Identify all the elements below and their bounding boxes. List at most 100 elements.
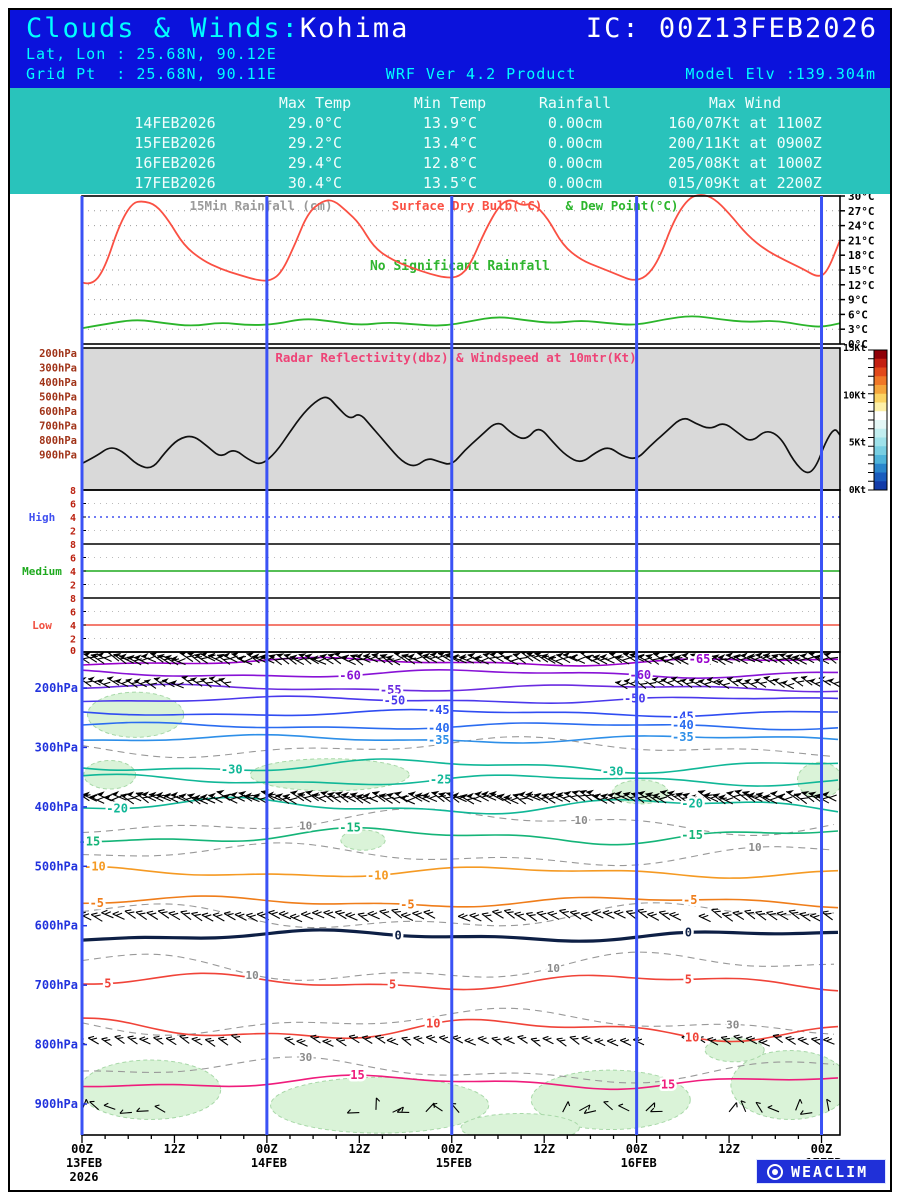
- cloud-tick-label: 8: [70, 486, 76, 497]
- kt-tick-label: 5Kt: [849, 438, 866, 449]
- contour--5: [82, 895, 839, 909]
- windspeed-colorbar: 15Kt 10Kt 5Kt 0Kt: [843, 343, 888, 496]
- contour-label: -45: [428, 703, 450, 717]
- temp-axis-tick-label: 9°C: [848, 294, 868, 307]
- date-label: 13FEB: [66, 1156, 102, 1170]
- pressure-axis-label: 900hPa: [35, 1097, 78, 1111]
- lat-lon: Lat, Lon : 25.68N, 90.12E: [26, 45, 277, 63]
- table-cell: [10, 93, 95, 113]
- rh-contour-label: 10: [245, 969, 258, 982]
- cloud-tick-label: 4: [70, 513, 76, 524]
- contour-label: 0: [685, 925, 692, 939]
- table-row: 17FEB2026 30.4°C 13.5°C 0.00cm 015/09Kt at 2…: [10, 173, 890, 193]
- table-cell: 16FEB2026: [134, 154, 216, 172]
- contour-5: [82, 972, 839, 992]
- legend-dew-point: & Dew Point(°C): [566, 198, 679, 213]
- temp-axis-tick-label: 21°C: [848, 234, 875, 247]
- contour-label: -30: [221, 763, 243, 777]
- contour-label: 5: [685, 972, 692, 986]
- cloud-section-label: High: [29, 511, 56, 524]
- contour-label: 10: [685, 1030, 699, 1044]
- contour-label: -5: [90, 896, 104, 910]
- table-cell: 30.4°C: [287, 174, 343, 192]
- time-tick-label: 12Z: [718, 1142, 740, 1156]
- table-cell: 160/07Kt at 1100Z: [668, 114, 822, 132]
- contour-label: -35: [672, 730, 694, 744]
- contour-label: -45: [672, 710, 694, 724]
- annotation-no-rainfall: No Significant Rainfall: [370, 259, 550, 274]
- page-title: Clouds & Winds:Kohima: [26, 13, 409, 45]
- contour-label: -20: [106, 802, 128, 816]
- table-cell: 29.4°C: [287, 154, 343, 172]
- cloud-tick-label: 8: [70, 540, 76, 551]
- contour-label: -65: [689, 652, 711, 666]
- temp-axis-tick-label: 18°C: [848, 249, 875, 262]
- contour--35: [82, 733, 839, 744]
- contour--30: [82, 758, 839, 774]
- table-cell: Max Wind: [708, 94, 782, 112]
- rh-contour-label: 10: [547, 962, 560, 975]
- rh-contour-label: 30: [299, 1051, 312, 1064]
- time-tick-label: 12Z: [533, 1142, 555, 1156]
- surface-panel: 30°C27°C24°C21°C18°C15°C12°C9°C6°C3°C0°C…: [81, 190, 875, 351]
- contour-label: 15: [661, 1078, 675, 1092]
- contour-label: -60: [629, 668, 651, 682]
- radar-pressure-tick-label: 900hPa: [39, 450, 77, 462]
- temp-axis-tick-label: 3°C: [848, 323, 868, 336]
- kt-tick-label: 10Kt: [843, 390, 866, 401]
- contour--60: [82, 668, 838, 679]
- radar-pressure-tick-label: 300hPa: [39, 363, 77, 375]
- time-tick-label: 12Z: [164, 1142, 186, 1156]
- cloud-tick-label: 2: [70, 635, 76, 646]
- contour--25: [82, 773, 839, 787]
- table-cell: 0.00cm: [547, 174, 603, 192]
- contour-label: 15: [350, 1068, 364, 1082]
- temp-axis-tick-label: 0°C: [848, 338, 868, 351]
- pressure-axis-label: 700hPa: [35, 978, 78, 992]
- pressure-axis-label: 800hPa: [35, 1038, 78, 1052]
- rh-contour-label: 10: [748, 841, 761, 854]
- contour-label: -10: [367, 868, 389, 882]
- contour-label: 5: [104, 977, 111, 991]
- temp-axis-tick-label: 27°C: [848, 205, 875, 218]
- radar-pressure-tick-label: 700hPa: [39, 421, 77, 433]
- contour-0: [82, 928, 839, 943]
- pressure-axis-label: 300hPa: [35, 740, 78, 754]
- product-name: WRF Ver 4.2 Product: [385, 65, 577, 83]
- contour--40: [82, 721, 839, 731]
- table-header-row: Max Temp Min Temp Rainfall Max Wind: [10, 93, 890, 113]
- table-cell: 13.4°C: [422, 134, 478, 152]
- series-windspeed-10m: [81, 396, 841, 474]
- contour-label: -25: [430, 773, 452, 787]
- table-cell: 13.5°C: [422, 174, 478, 192]
- contour--55: [82, 683, 839, 693]
- radar-pressure-tick-label: 500hPa: [39, 392, 77, 404]
- table-row: 15FEB2026 29.2°C 13.4°C 0.00cm 200/11Kt at 0…: [10, 133, 890, 153]
- contour--45: [82, 708, 838, 718]
- table-cell: 12.8°C: [422, 154, 478, 172]
- temp-axis-tick-label: 15°C: [848, 264, 875, 277]
- weaclim-logo[interactable]: WEACLIM: [756, 1159, 886, 1184]
- contour-label: 10: [426, 1016, 440, 1030]
- contour-label: -35: [428, 733, 450, 747]
- table-cell: 200/11Kt at 0900Z: [668, 134, 822, 152]
- rh-contours: [82, 736, 835, 1084]
- init-condition: IC: 00Z13FEB2026: [585, 13, 878, 44]
- radar-pressure-tick-label: 600hPa: [39, 406, 77, 418]
- table-cell: 205/08Kt at 1000Z: [668, 154, 822, 172]
- temp-axis-tick-label: 24°C: [848, 220, 875, 233]
- time-tick-label: 00Z: [811, 1142, 833, 1156]
- time-tick-label: 00Z: [256, 1142, 278, 1156]
- logo-circle-icon: [767, 1163, 783, 1180]
- series-dew-point: [81, 315, 841, 330]
- pressure-axis-label: 500hPa: [35, 859, 78, 873]
- model-elevation: Model Elv :139.304m: [685, 65, 876, 83]
- cloud-tick-label: 6: [70, 608, 76, 619]
- contour-label: -60: [339, 669, 361, 683]
- table-cell: Min Temp: [413, 94, 487, 112]
- cloud-tick-label: 4: [70, 621, 76, 632]
- table-cell: 0.00cm: [547, 154, 603, 172]
- radar-pressure-tick-label: 200hPa: [39, 348, 77, 360]
- contour-label: -15: [339, 821, 361, 835]
